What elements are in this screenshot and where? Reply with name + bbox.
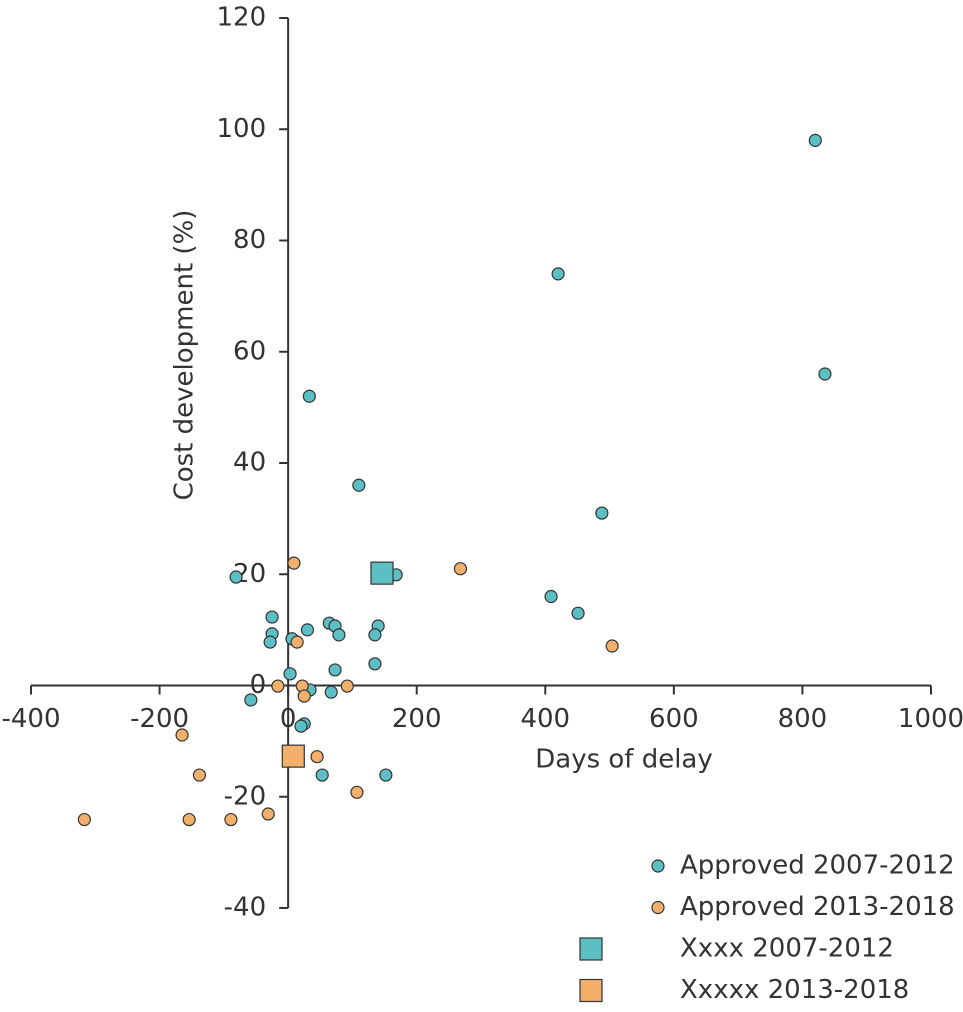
data-point [808,133,822,147]
data-point [175,728,189,742]
legend-label: Xxxxx 2013-2018 [680,975,909,1005]
data-point [818,367,832,381]
data-point [229,570,243,584]
data-point [544,589,558,604]
data-point [571,606,585,620]
y-tick-label: -40 [224,893,266,923]
y-tick-label: 80 [233,225,266,255]
legend-label: Approved 2013-2018 [680,892,955,922]
data-point [244,693,258,707]
legend-marker [651,900,665,915]
data-point [352,478,366,492]
data-point [261,807,275,821]
data-point [370,561,394,585]
data-point [224,812,238,827]
data-point [77,812,91,827]
y-tick-label: 60 [233,336,266,366]
data-point [332,628,346,642]
data-point [287,556,301,570]
data-point [605,639,619,653]
x-tick-label: 200 [392,704,442,734]
x-tick-label: 600 [649,704,699,734]
x-tick-label: -400 [1,704,60,734]
y-tick-label: 120 [217,3,267,33]
x-tick-label: -200 [130,704,189,734]
legend-marker [579,937,603,961]
legend-marker [579,978,603,1003]
data-point [283,667,297,681]
y-axis-label: Cost development (%) [170,210,200,501]
data-point [265,610,279,624]
data-point [350,785,364,799]
data-point [551,267,565,281]
data-point [324,685,338,699]
y-tick-label: 100 [217,114,267,144]
x-tick-label: 1000 [898,704,963,734]
data-point [290,635,304,649]
data-point [297,689,311,703]
y-tick-label: 40 [233,448,266,478]
data-point [379,768,393,782]
data-point [263,635,277,649]
data-point [182,812,196,827]
data-point [192,768,207,782]
x-tick-label: 800 [778,704,828,734]
legend-marker [651,859,665,873]
data-point [453,562,468,576]
y-tick-label: 0 [250,670,267,700]
data-point [281,744,305,768]
data-point [368,628,382,642]
legend-label: Approved 2007-2012 [680,851,955,881]
data-point [294,719,308,733]
x-tick-label: 0 [280,704,297,734]
data-point [328,663,342,677]
data-point [302,389,316,403]
data-point [271,679,285,693]
x-axis-label: Days of delay [535,745,713,775]
x-tick-label: 400 [520,704,570,734]
y-tick-label: -20 [224,781,266,811]
legend-label: Xxxx 2007-2012 [680,934,894,964]
data-point [310,750,324,764]
data-point [300,623,315,637]
data-point [340,679,354,693]
data-point [368,657,382,671]
data-point [315,768,329,782]
data-point [595,506,609,520]
